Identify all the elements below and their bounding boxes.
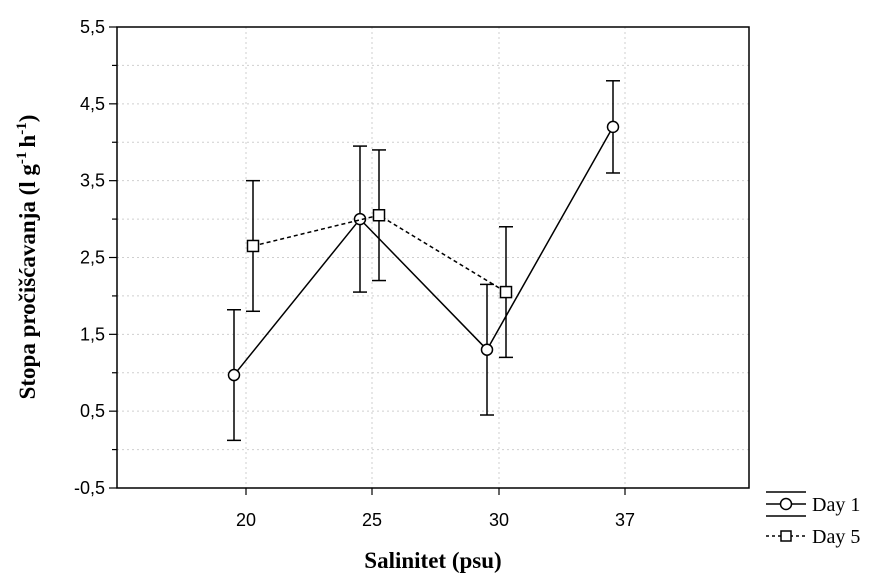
- y-axis: -0,5 0,5 1,5 2,5 3,5 4,5 5,5: [74, 17, 117, 498]
- y-tick-label: 4,5: [80, 94, 105, 114]
- legend-day1-label: Day 1: [812, 494, 860, 516]
- grid-lines: [117, 26, 749, 489]
- legend: Day 1 Day 5: [766, 491, 860, 548]
- series-2: [246, 149, 513, 359]
- data-point-circle: [606, 120, 620, 134]
- data-point-square: [246, 239, 260, 253]
- legend-day1-marker: [779, 497, 793, 511]
- y-tick-label: -0,5: [74, 478, 105, 498]
- y-tick-label: 5,5: [80, 17, 105, 37]
- y-tick-label: 3,5: [80, 171, 105, 191]
- x-tick-label: 37: [615, 510, 635, 530]
- y-axis-title-end: ): [15, 115, 40, 123]
- series-line: [233, 126, 614, 376]
- y-axis-title-main: Stopa pročišćavanja (l g: [15, 164, 40, 400]
- y-tick-label: 0,5: [80, 401, 105, 421]
- y-axis-title-mid: h: [15, 135, 40, 148]
- x-axis: 20 25 30 37: [236, 488, 635, 530]
- data-point-circle: [480, 343, 494, 356]
- legend-item-day1: Day 1: [766, 491, 860, 517]
- y-axis-title-sup1: -1: [14, 152, 30, 165]
- legend-day5-label: Day 5: [812, 526, 860, 548]
- y-tick-label: 2,5: [80, 248, 105, 268]
- y-tick-label: 1,5: [80, 324, 105, 344]
- x-axis-title: Salinitet (psu): [364, 548, 501, 573]
- y-axis-title-sup2: -1: [14, 122, 30, 135]
- data-point-circle: [227, 368, 241, 382]
- x-tick-label: 20: [236, 510, 256, 530]
- data-point-square: [499, 285, 513, 299]
- x-tick-label: 25: [362, 510, 382, 530]
- y-axis-title: Stopa pročišćavanja (l g-1h-1): [14, 115, 40, 400]
- series-1: [227, 80, 620, 442]
- data-point-square: [372, 208, 386, 222]
- legend-day5-marker: [780, 530, 792, 542]
- legend-item-day5: Day 5: [766, 526, 860, 548]
- x-tick-label: 30: [489, 510, 509, 530]
- series-layer: [227, 80, 620, 442]
